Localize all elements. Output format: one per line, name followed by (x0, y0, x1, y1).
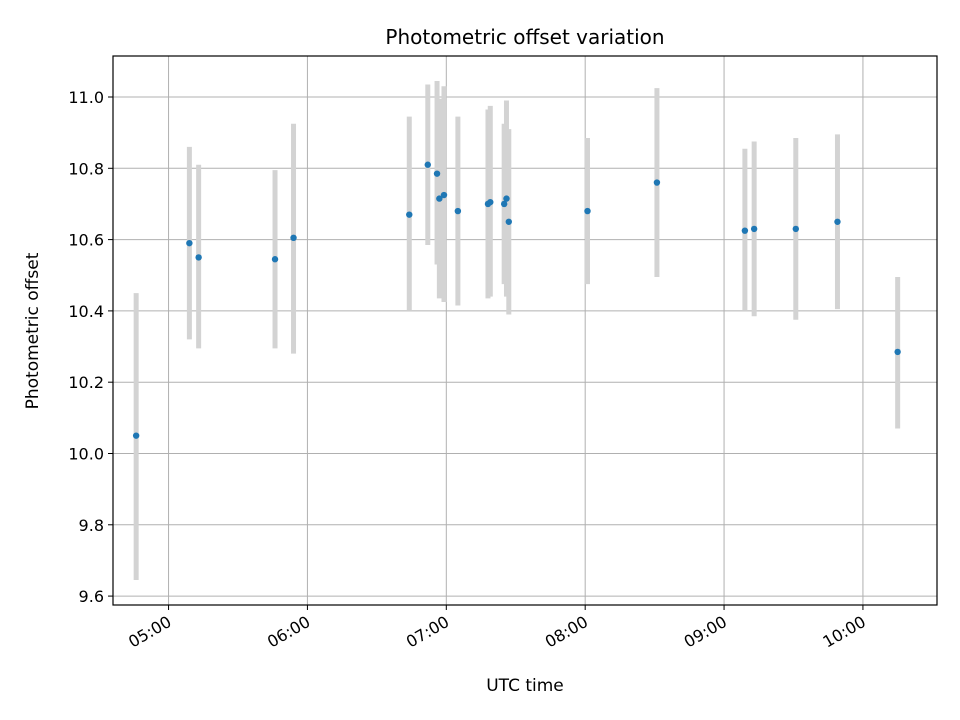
plot-frame (112, 55, 938, 606)
data-point (653, 179, 661, 186)
data-point (436, 195, 443, 202)
data-point (792, 225, 800, 233)
data-point (505, 218, 512, 225)
x-axis-title: UTC time (486, 676, 564, 696)
data-point (487, 198, 494, 206)
chart-title: Photometric offset variation (385, 25, 664, 49)
y-axis-ticks: 9.6 9.8 10.0 10.2 10.4 10.6 10.8 11.0 (68, 88, 113, 606)
x-axis-ticks: 05:00 06:00 07:00 08:00 09:00 10:00 (125, 605, 869, 652)
data-point (290, 234, 297, 242)
data-point (454, 207, 462, 215)
x-tick-label: 10:00 (820, 612, 869, 652)
x-tick-label: 05:00 (125, 612, 174, 652)
y-tick-label: 10.4 (68, 302, 104, 321)
data-point (503, 195, 510, 202)
data-point (500, 200, 508, 208)
data-point (894, 348, 901, 356)
y-tick-label: 9.8 (79, 516, 104, 535)
x-tick-label: 08:00 (542, 612, 591, 652)
data-point (271, 256, 279, 263)
data-point (834, 218, 841, 225)
data-point (132, 432, 140, 439)
y-tick-label: 10.8 (68, 159, 104, 178)
y-tick-label: 10.6 (68, 231, 104, 250)
data-point (195, 254, 202, 261)
data-point (440, 191, 448, 199)
y-tick-label: 10.0 (68, 444, 104, 463)
data-point (741, 227, 749, 234)
data-point (750, 225, 758, 233)
y-axis-title: Photometric offset (23, 252, 43, 409)
data-point (406, 211, 413, 218)
y-tick-label: 9.6 (79, 587, 104, 606)
y-tick-label: 10.2 (68, 373, 104, 392)
data-point (584, 207, 591, 215)
y-tick-label: 11.0 (68, 88, 104, 107)
data-points (132, 161, 901, 439)
data-point (433, 170, 441, 177)
data-point (424, 161, 431, 168)
x-tick-label: 09:00 (681, 612, 730, 652)
x-tick-label: 07:00 (403, 612, 452, 652)
x-tick-label: 06:00 (264, 612, 313, 652)
data-point (186, 239, 193, 247)
grid (113, 56, 937, 605)
error-bars (133, 80, 901, 581)
